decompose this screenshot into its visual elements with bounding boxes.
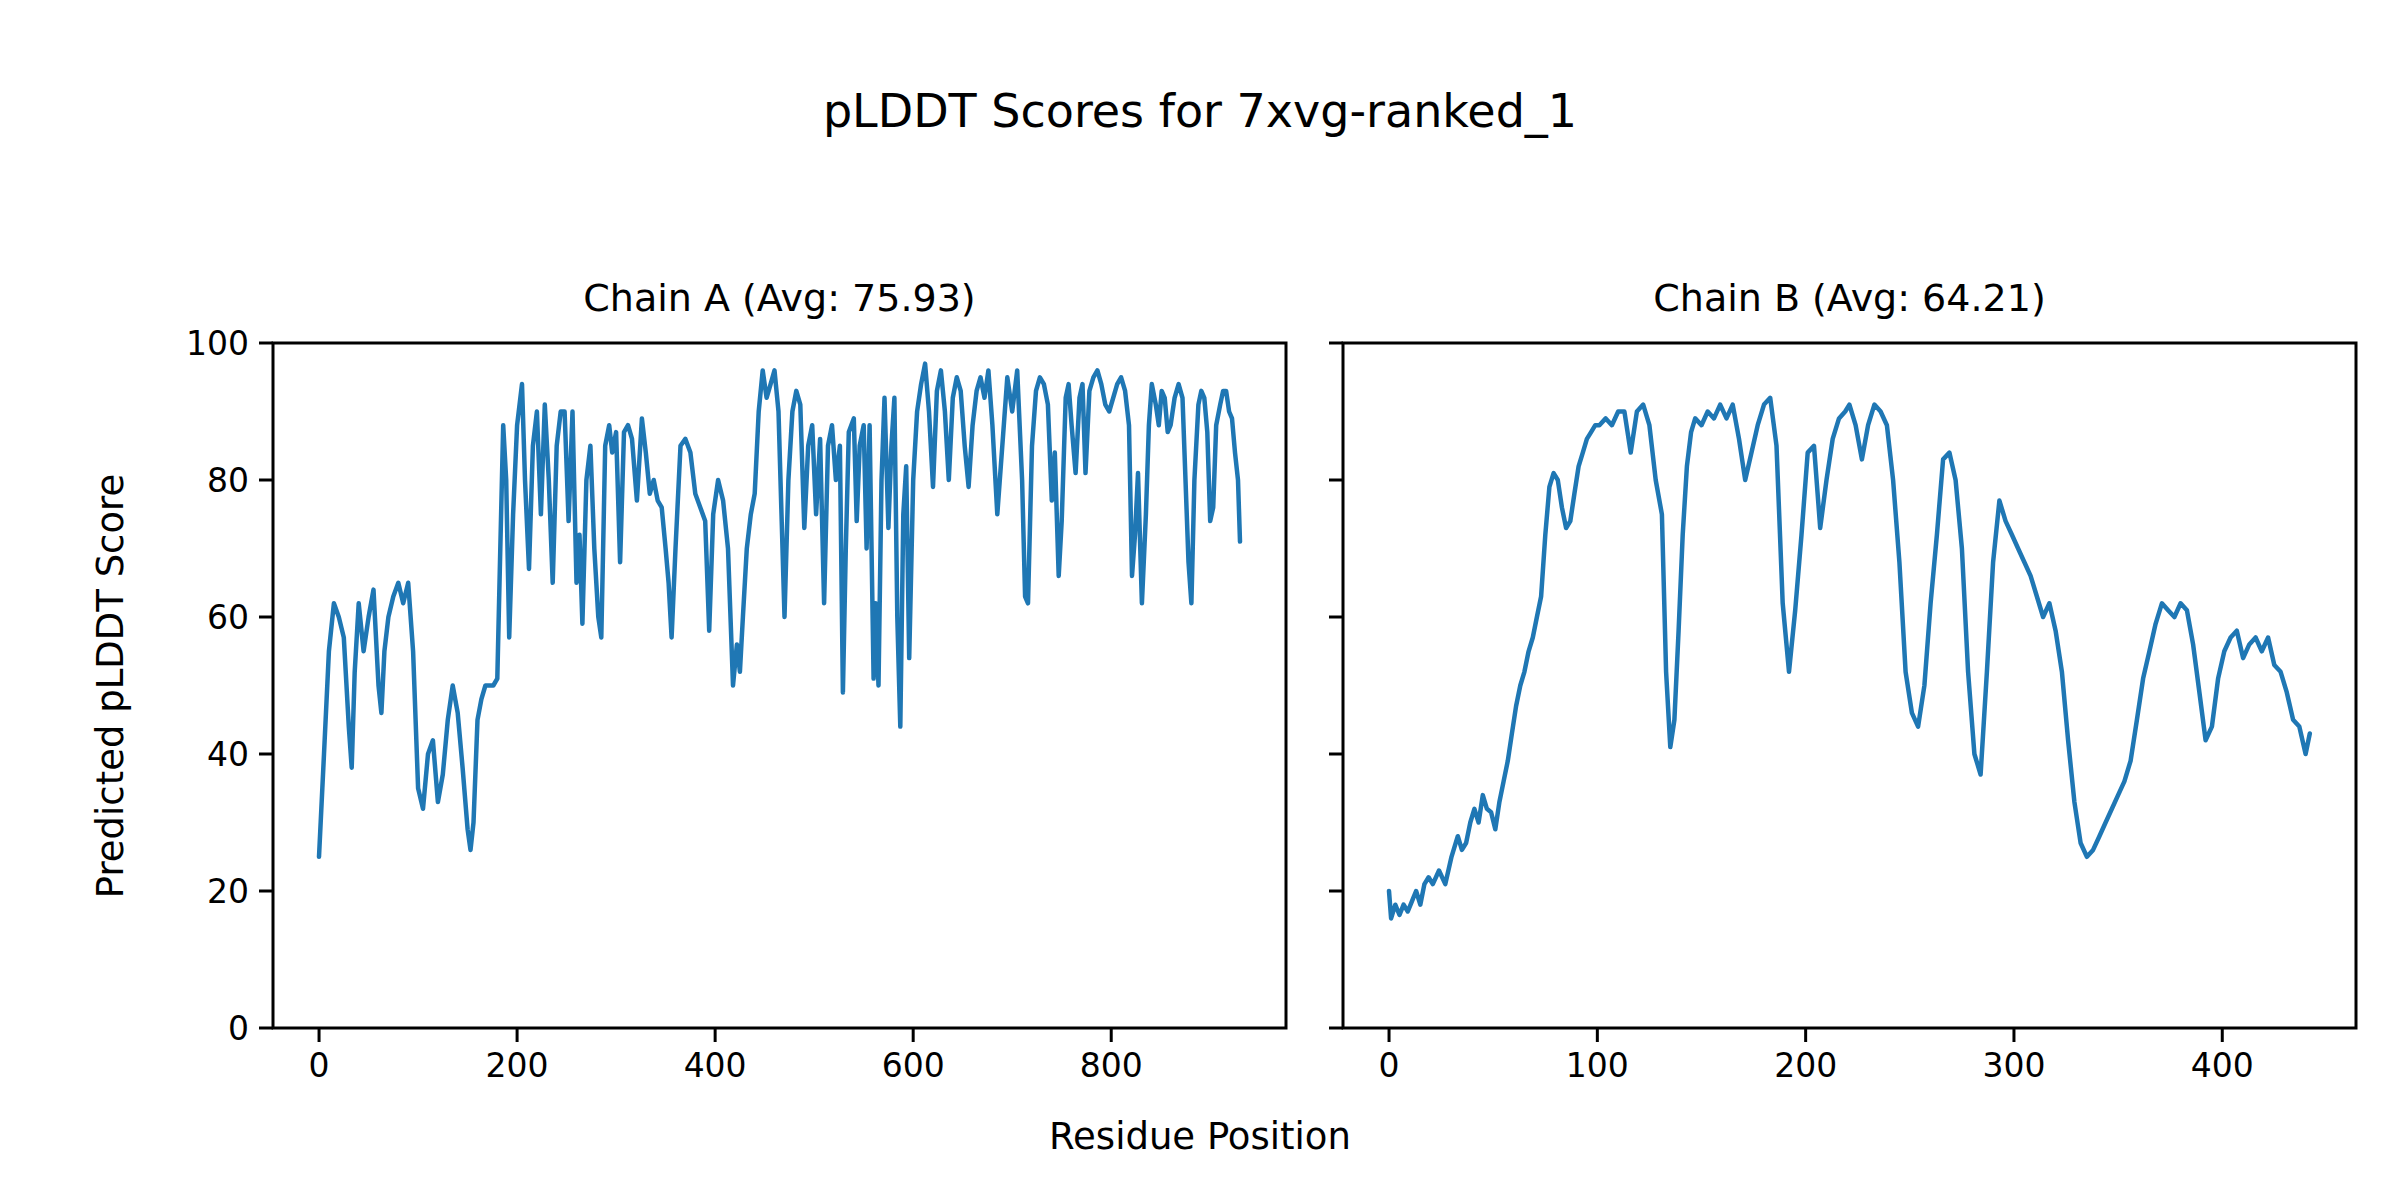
x-tick-label: 400 — [684, 1046, 747, 1085]
x-tick-label: 300 — [1982, 1046, 2045, 1085]
x-tick-label: 600 — [882, 1046, 945, 1085]
subplot-b-title: Chain B (Avg: 64.21) — [1343, 276, 2356, 322]
y-axis-label: Predicted pLDDT Score — [92, 474, 129, 899]
y-tick-label: 0 — [228, 1009, 249, 1048]
x-axis-label: Residue Position — [0, 1115, 2400, 1159]
plot-canvas: 0 200 400 600 800 0 20 40 60 80 100 0 100 200 300 400 — [0, 0, 2400, 1200]
figure: 0200400600800020406080100 0100200300400 … — [0, 0, 2400, 1200]
x-tick-label: 100 — [1566, 1046, 1629, 1085]
subplot-a-axes: 0 200 400 600 800 0 20 40 60 80 100 — [186, 324, 1286, 1085]
x-tick-label: 800 — [1080, 1046, 1143, 1085]
x-tick-label: 0 — [1379, 1046, 1400, 1085]
x-tick-label: 0 — [309, 1046, 330, 1085]
y-tick-label: 60 — [207, 598, 249, 637]
axes-spines — [1343, 343, 2356, 1028]
x-tick-label: 400 — [2191, 1046, 2254, 1085]
x-tick-label: 200 — [1774, 1046, 1837, 1085]
x-tick-label: 200 — [486, 1046, 549, 1085]
y-tick-label: 20 — [207, 872, 249, 911]
subplot-b-axes: 0 100 200 300 400 — [1329, 343, 2356, 1085]
figure-title: pLDDT Scores for 7xvg-ranked_1 — [0, 88, 2400, 134]
subplot-a-title: Chain A (Avg: 75.93) — [273, 276, 1286, 322]
y-tick-label: 80 — [207, 461, 249, 500]
y-tick-label: 40 — [207, 735, 249, 774]
y-tick-label: 100 — [186, 324, 249, 363]
chain-a-line — [319, 364, 1240, 857]
chain-b-line — [1389, 398, 2310, 919]
